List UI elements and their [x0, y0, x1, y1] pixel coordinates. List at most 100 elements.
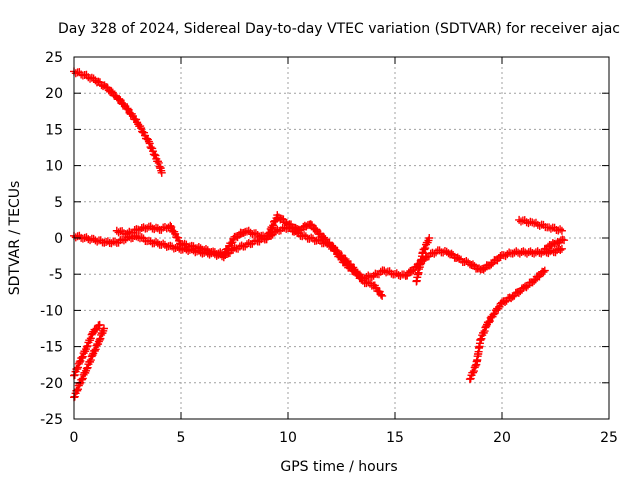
data-point — [83, 341, 92, 350]
data-point — [420, 245, 429, 254]
data-point — [376, 290, 385, 299]
series-arc-7 — [515, 215, 566, 235]
data-point — [91, 325, 100, 334]
data-point — [82, 342, 91, 351]
x-tick-label: 15 — [386, 430, 404, 446]
data-point — [501, 252, 510, 261]
x-tick-label: 25 — [600, 430, 618, 446]
y-tick-label: -10 — [40, 303, 63, 319]
data-point — [469, 368, 478, 377]
data-point — [366, 279, 375, 288]
data-point — [237, 241, 246, 250]
data-point — [97, 330, 106, 339]
y-axis-label: SDTVAR / TECUs — [7, 181, 23, 296]
data-point — [74, 363, 83, 372]
data-point — [425, 234, 434, 242]
data-point — [480, 327, 489, 336]
data-point — [328, 241, 337, 250]
tick-layer: 0 5 10 15 20 25 -25 -20 -15 -10 -5 0 5 10 15 20 25 — [40, 50, 618, 446]
data-point — [78, 352, 87, 361]
data-point — [86, 334, 95, 343]
data-point — [273, 225, 282, 234]
data-point — [167, 223, 176, 232]
y-tick-label: -5 — [49, 267, 63, 283]
data-point — [378, 291, 387, 300]
data-point — [479, 265, 488, 274]
data-point — [138, 127, 147, 136]
data-point — [145, 139, 154, 148]
y-tick-label: -20 — [40, 376, 63, 392]
y-tick-label: 5 — [54, 195, 63, 211]
y-tick-label: 20 — [45, 86, 63, 102]
data-point — [132, 232, 141, 241]
data-point — [137, 124, 146, 133]
data-point — [556, 225, 565, 234]
data-point — [320, 233, 329, 242]
data-point — [114, 228, 123, 237]
y-tick-label: 10 — [45, 159, 63, 175]
series-arc-6 — [412, 234, 434, 286]
data-point — [123, 104, 132, 113]
data-point — [111, 237, 120, 246]
data-point — [253, 230, 262, 239]
data-point — [78, 374, 87, 383]
data-point — [265, 228, 274, 237]
data-point — [255, 232, 264, 241]
data-point — [154, 158, 163, 167]
x-tick-label: 0 — [70, 430, 79, 446]
data-point — [242, 227, 251, 236]
data-point — [74, 385, 83, 394]
data-point — [357, 274, 366, 283]
data-point — [251, 229, 260, 238]
data-point — [499, 251, 508, 260]
data-point — [306, 220, 315, 229]
data-point — [75, 379, 84, 388]
chart-title: Day 328 of 2024, Sidereal Day-to-day VTE… — [58, 21, 620, 37]
data-point — [391, 270, 399, 279]
data-point — [560, 236, 569, 245]
data-point — [86, 336, 95, 345]
data-point — [201, 244, 210, 253]
data-point — [557, 226, 566, 235]
data-point — [557, 244, 566, 253]
data-point — [144, 137, 153, 146]
data-point — [265, 229, 274, 238]
data-point — [494, 304, 503, 313]
data-point — [75, 358, 84, 367]
y-tick-label: -15 — [40, 340, 63, 356]
data-point — [153, 157, 162, 166]
data-point — [514, 288, 523, 297]
data-point — [78, 375, 87, 384]
data-point — [269, 221, 278, 230]
data-point — [407, 267, 416, 276]
data-point — [477, 334, 486, 343]
series-arc-9 — [540, 235, 569, 254]
data-point — [123, 229, 132, 238]
data-point — [86, 357, 95, 366]
data-point — [539, 268, 548, 276]
data-point — [90, 346, 99, 355]
data-point — [516, 217, 525, 226]
series-arc-5 — [112, 211, 387, 300]
x-tick-label: 10 — [279, 430, 297, 446]
grid-layer — [74, 57, 609, 419]
data-point — [93, 237, 102, 246]
data-point — [535, 221, 544, 230]
data-point — [421, 244, 430, 253]
data-point — [125, 227, 134, 236]
data-point — [556, 246, 565, 255]
data-point — [487, 260, 496, 269]
data-point — [166, 221, 175, 230]
data-point — [471, 361, 480, 370]
y-tick-label: -25 — [40, 412, 63, 428]
data-point — [268, 223, 277, 232]
data-point — [522, 283, 531, 292]
data-point — [530, 276, 539, 285]
data-point — [88, 351, 97, 360]
data-point — [107, 87, 116, 96]
data-point — [91, 345, 100, 354]
data-point — [367, 273, 376, 282]
data-point — [78, 353, 87, 362]
series-layer — [70, 67, 569, 402]
data-point — [489, 310, 498, 319]
